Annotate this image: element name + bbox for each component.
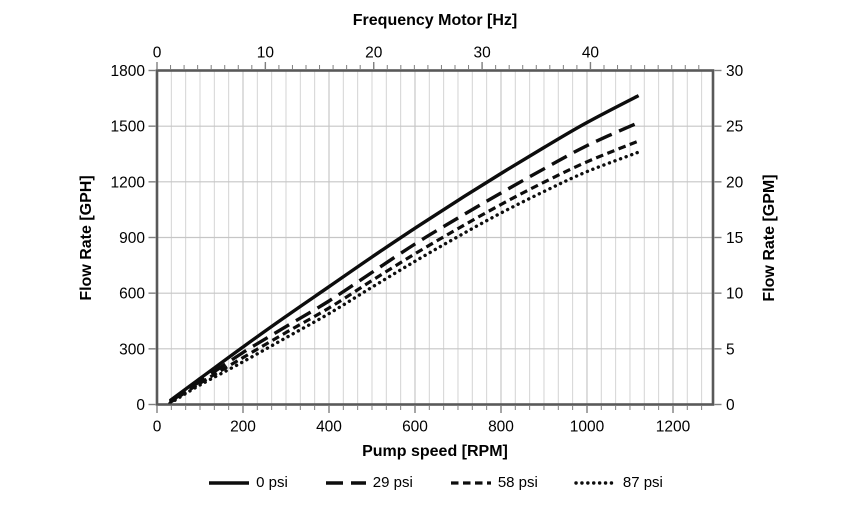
top-axis-title: Frequency Motor [Hz] <box>352 12 518 29</box>
tick-label-left: 0 <box>136 397 145 414</box>
tick-label-bottom: 1200 <box>656 419 691 436</box>
tick-label-top: 30 <box>473 45 491 62</box>
series-group <box>168 94 641 404</box>
tick-label-top: 0 <box>153 45 162 62</box>
tick-label-right: 30 <box>726 63 744 80</box>
tick-label-right: 0 <box>726 397 735 414</box>
series-line-87-psi <box>168 150 641 404</box>
legend-label-58-psi: 58 psi <box>497 474 538 491</box>
legend-line-sample-dash-icon <box>450 480 491 485</box>
tick-label-left: 900 <box>119 230 145 247</box>
legend-line-sample-solid-icon <box>209 480 250 485</box>
series-line-29-psi <box>168 120 640 404</box>
series-line-58-psi <box>169 139 640 404</box>
series-line-0-psi <box>168 94 640 403</box>
bottom-axis-title: Pump speed [RPM] <box>362 443 508 460</box>
tick-label-top: 40 <box>582 45 600 62</box>
legend-line-sample-dot-icon <box>574 480 618 485</box>
tick-label-top: 10 <box>257 45 275 62</box>
tick-label-left: 1800 <box>111 63 146 80</box>
legend-label-87-psi: 87 psi <box>622 474 663 491</box>
tick-label-bottom: 0 <box>153 419 162 436</box>
tick-label-left: 1200 <box>111 174 146 191</box>
tick-label-bottom: 600 <box>402 419 428 436</box>
tick-label-bottom: 1000 <box>570 419 605 436</box>
tick-label-bottom: 800 <box>488 419 514 436</box>
tick-label-right: 15 <box>726 230 743 247</box>
tick-label-right: 20 <box>726 174 744 191</box>
tick-label-left: 1500 <box>111 119 146 136</box>
legend-label-0-psi: 0 psi <box>256 474 288 491</box>
tick-label-left: 300 <box>119 341 145 358</box>
legend-item-87-psi: 87 psi <box>574 474 663 491</box>
tick-label-bottom: 400 <box>316 419 342 436</box>
legend: 0 psi 29 psi 58 psi 87 psi <box>157 474 713 491</box>
tick-label-top: 20 <box>365 45 383 62</box>
plot-border <box>155 69 715 406</box>
legend-item-58-psi: 58 psi <box>449 474 538 491</box>
legend-line-sample-long-dash-icon <box>325 480 366 485</box>
tick-label-right: 25 <box>726 119 743 136</box>
legend-item-29-psi: 29 psi <box>324 474 413 491</box>
tick-label-right: 5 <box>726 341 735 358</box>
tick-label-left: 600 <box>119 286 145 303</box>
tick-label-bottom: 200 <box>230 419 256 436</box>
tick-label-right: 10 <box>726 286 744 303</box>
legend-item-0-psi: 0 psi <box>207 474 288 491</box>
legend-label-29-psi: 29 psi <box>372 474 413 491</box>
